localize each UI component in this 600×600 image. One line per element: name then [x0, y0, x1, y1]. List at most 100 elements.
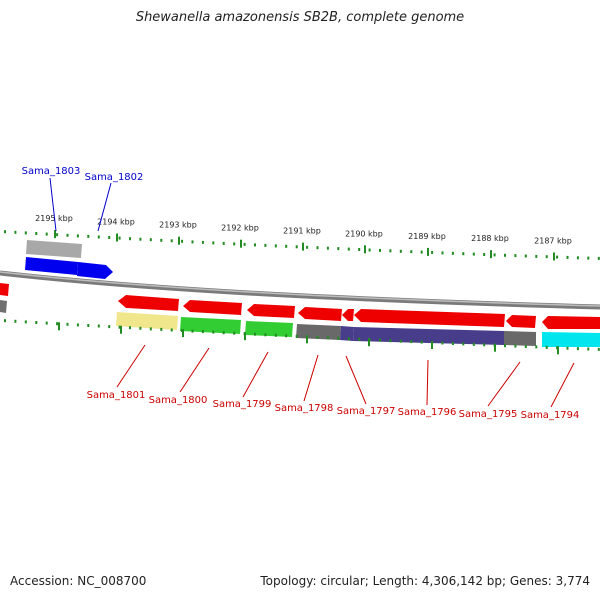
cog-bar-sama-1796[interactable] — [353, 327, 504, 345]
lower-major-tick — [306, 335, 308, 344]
minor-tick — [56, 233, 59, 237]
lower-minor-tick — [233, 331, 236, 335]
lower-minor-tick — [399, 339, 402, 343]
gene-label-sama-1794[interactable]: Sama_1794 — [521, 410, 580, 421]
lower-major-tick — [120, 325, 122, 334]
gene-labels: Sama_1803 Sama_1802 Sama_1801 Sama_1800 … — [22, 166, 580, 421]
gene-label-sama-1801[interactable]: Sama_1801 — [87, 390, 146, 401]
minor-tick — [326, 246, 329, 250]
lower-minor-tick — [76, 323, 79, 327]
lower-minor-tick — [66, 322, 69, 326]
minor-tick — [295, 245, 298, 249]
cds-reverse-sama-1796[interactable] — [354, 309, 505, 327]
cds-reverse-sama-1800[interactable] — [183, 300, 242, 315]
gene-label-sama-1802[interactable]: Sama_1802 — [85, 172, 144, 183]
cds-reverse-sama-1797[interactable] — [342, 309, 354, 321]
gene-label-sama-1796[interactable]: Sama_1796 — [398, 407, 457, 418]
scale-label: 2194 kbp — [97, 218, 135, 227]
major-tick — [54, 230, 56, 239]
cds-forward-sama-1803[interactable] — [25, 257, 78, 275]
gene-label-sama-1800[interactable]: Sama_1800 — [149, 395, 208, 406]
scale-label: 2191 kbp — [283, 227, 321, 236]
lower-minor-tick — [56, 322, 59, 326]
minor-tick — [441, 251, 444, 255]
minor-tick — [410, 250, 413, 254]
lower-minor-tick — [274, 333, 277, 337]
gene-label-sama-1803[interactable]: Sama_1803 — [22, 166, 81, 177]
gene-label-sama-1798[interactable]: Sama_1798 — [275, 403, 334, 414]
lower-minor-tick — [129, 326, 131, 330]
minor-tick — [379, 248, 381, 252]
minor-tick — [14, 230, 17, 234]
leader-line-sama-1795 — [487, 361, 521, 407]
minor-tick — [254, 243, 256, 247]
minor-tick — [118, 236, 121, 240]
lower-minor-tick — [316, 335, 319, 339]
cds-reverse-sama-1799[interactable] — [247, 304, 295, 318]
leader-line-sama-1794 — [550, 362, 575, 408]
major-tick — [240, 239, 242, 248]
cog-bar-sama-1794[interactable] — [542, 332, 600, 347]
lower-major-tick — [182, 329, 184, 338]
minor-tick — [524, 254, 527, 258]
minor-tick — [45, 232, 48, 236]
cds-reverse-sama-1798[interactable] — [298, 307, 342, 321]
lower-minor-tick — [451, 342, 454, 345]
cds-reverse-sama-1794[interactable] — [542, 316, 600, 329]
lower-minor-tick — [149, 327, 152, 331]
minor-tick — [160, 238, 163, 242]
lower-minor-tick — [191, 329, 194, 333]
minor-tick — [451, 251, 454, 255]
minor-tick — [472, 252, 475, 256]
gene-label-sama-1795[interactable]: Sama_1795 — [459, 409, 518, 420]
lower-minor-tick — [24, 320, 27, 324]
cds-forward-sama-1802[interactable] — [77, 262, 113, 279]
minor-tick — [76, 234, 79, 238]
cds-reverse-sama-1795[interactable] — [506, 315, 536, 328]
cog-bar-sama-1799[interactable] — [245, 321, 293, 337]
minor-tick — [316, 246, 319, 250]
lower-minor-tick — [462, 342, 465, 346]
minor-tick — [35, 232, 38, 235]
leader-lines — [49, 177, 575, 408]
major-tick — [302, 242, 304, 251]
minor-tick — [368, 248, 371, 252]
scale-ticks — [4, 230, 600, 261]
minor-tick — [504, 253, 506, 257]
major-tick — [364, 245, 366, 254]
lower-minor-tick — [379, 338, 381, 342]
minor-tick — [24, 231, 27, 235]
minor-tick — [149, 238, 152, 242]
lower-minor-tick — [222, 331, 225, 335]
lower-minor-tick — [295, 334, 298, 338]
minor-tick — [347, 247, 350, 251]
lower-minor-tick — [160, 327, 163, 331]
cog-bar-sama-1797[interactable] — [340, 326, 354, 341]
leader-line-sama-1797 — [345, 355, 367, 405]
cog-bar-sama-1801[interactable] — [116, 312, 178, 330]
minor-tick — [201, 240, 204, 244]
scale-labels: 2195 kbp 2194 kbp 2193 kbp 2192 kbp 2191 kbp… — [35, 214, 572, 245]
gene-label-sama-1797[interactable]: Sama_1797 — [337, 406, 396, 417]
gene-label-sama-1799[interactable]: Sama_1799 — [213, 399, 272, 410]
scale-label: 2189 kbp — [408, 232, 446, 241]
lower-minor-tick — [139, 326, 142, 330]
leader-line-sama-1798 — [303, 354, 319, 402]
leader-line-sama-1800 — [179, 347, 210, 393]
cog-bar-sama-1800[interactable] — [180, 317, 241, 334]
minor-tick — [212, 241, 215, 245]
cds-reverse-sama-1801[interactable] — [118, 295, 179, 311]
scale-label: 2190 kbp — [345, 229, 383, 238]
cog-bar-sama-1795[interactable] — [504, 331, 536, 346]
minor-tick — [139, 237, 142, 241]
minor-tick — [170, 239, 173, 243]
lower-minor-tick — [4, 319, 6, 323]
lower-minor-tick — [441, 341, 444, 345]
lower-major-tick — [244, 332, 246, 341]
minor-tick — [337, 247, 340, 251]
cog-bar-sama-1803[interactable] — [26, 240, 82, 258]
lower-minor-tick — [597, 347, 600, 351]
minor-tick — [191, 240, 194, 244]
minor-tick — [97, 235, 100, 239]
lower-major-tick — [368, 338, 370, 347]
